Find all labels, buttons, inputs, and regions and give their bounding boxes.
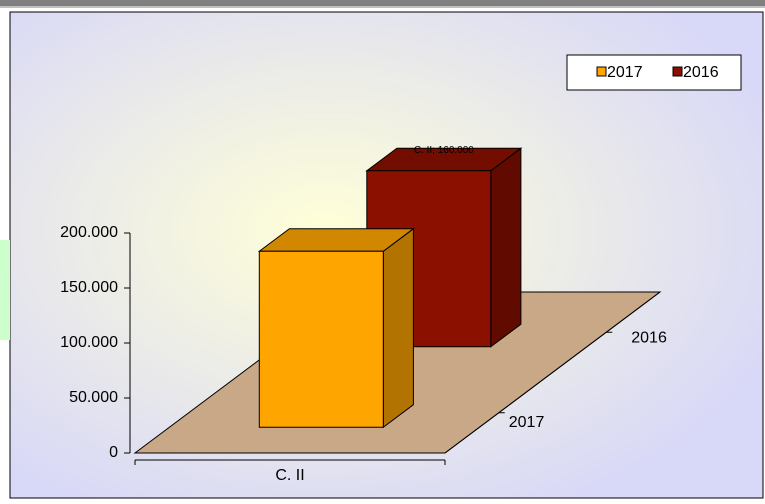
- x-tick-label: C. II: [275, 467, 304, 484]
- y-tick-label: 0: [109, 444, 118, 461]
- side-strip: [0, 240, 10, 340]
- data-label: C. II; 160.000: [414, 145, 474, 156]
- bar: [257, 227, 415, 429]
- depth-label: 2017: [509, 414, 545, 431]
- y-tick-label: 150.000: [60, 279, 118, 296]
- window-bar: [0, 0, 765, 6]
- y-tick-label: 200.000: [60, 224, 118, 241]
- window-edge: [0, 6, 765, 8]
- legend: [566, 54, 742, 91]
- legend-swatch: [596, 66, 607, 77]
- y-tick-label: 50.000: [69, 389, 118, 406]
- bar-front: [258, 250, 384, 428]
- bar-side: [490, 147, 522, 348]
- legend-swatch: [672, 66, 683, 77]
- y-tick-label: 100.000: [60, 334, 118, 351]
- depth-axis: [444, 291, 661, 454]
- legend-label: 2017: [607, 64, 643, 81]
- bar-side: [382, 227, 414, 429]
- depth-label: 2016: [631, 329, 667, 346]
- legend-label: 2016: [683, 64, 719, 81]
